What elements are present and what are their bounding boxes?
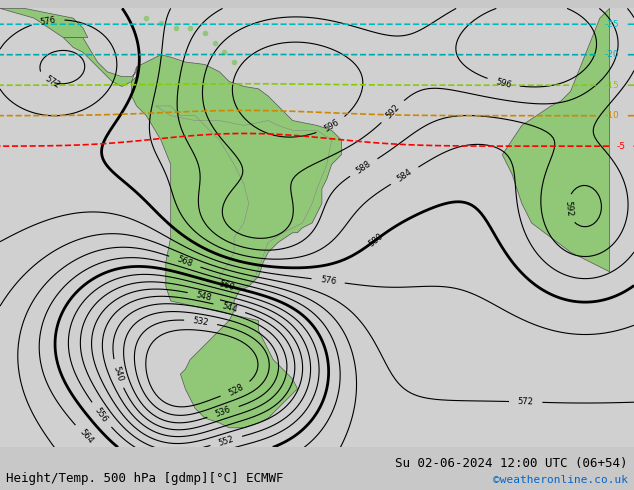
Text: 592: 592 <box>384 102 401 121</box>
Text: 560: 560 <box>217 279 235 292</box>
Polygon shape <box>0 8 87 38</box>
Text: 552: 552 <box>217 434 235 447</box>
Text: -20: -20 <box>604 50 619 59</box>
Text: Height/Temp. 500 hPa [gdmp][°C] ECMWF: Height/Temp. 500 hPa [gdmp][°C] ECMWF <box>6 472 284 485</box>
Text: -5: -5 <box>617 142 626 150</box>
Text: 584: 584 <box>396 168 414 184</box>
Text: 576: 576 <box>320 275 337 287</box>
Text: 548: 548 <box>195 290 212 302</box>
Text: ©weatheronline.co.uk: ©weatheronline.co.uk <box>493 475 628 485</box>
Polygon shape <box>63 38 136 86</box>
Text: 580: 580 <box>367 231 385 248</box>
Text: 556: 556 <box>93 406 110 424</box>
Text: -15: -15 <box>604 81 619 90</box>
Text: -25: -25 <box>604 20 619 29</box>
Text: 596: 596 <box>322 118 340 134</box>
Text: 540: 540 <box>112 365 124 383</box>
Text: 592: 592 <box>563 200 574 217</box>
Text: 572: 572 <box>517 397 534 407</box>
Text: 532: 532 <box>192 316 209 327</box>
Text: -10: -10 <box>604 111 619 120</box>
Polygon shape <box>132 55 341 428</box>
Text: 528: 528 <box>226 382 245 397</box>
Text: 596: 596 <box>495 77 512 90</box>
Text: 576: 576 <box>39 15 56 26</box>
Text: 568: 568 <box>176 255 194 269</box>
Text: 564: 564 <box>77 428 94 446</box>
Polygon shape <box>502 8 610 272</box>
Text: 544: 544 <box>221 301 238 315</box>
Text: 572: 572 <box>43 74 61 90</box>
Text: Su 02-06-2024 12:00 UTC (06+54): Su 02-06-2024 12:00 UTC (06+54) <box>395 457 628 470</box>
Text: 536: 536 <box>214 405 232 419</box>
Text: 588: 588 <box>354 159 373 176</box>
